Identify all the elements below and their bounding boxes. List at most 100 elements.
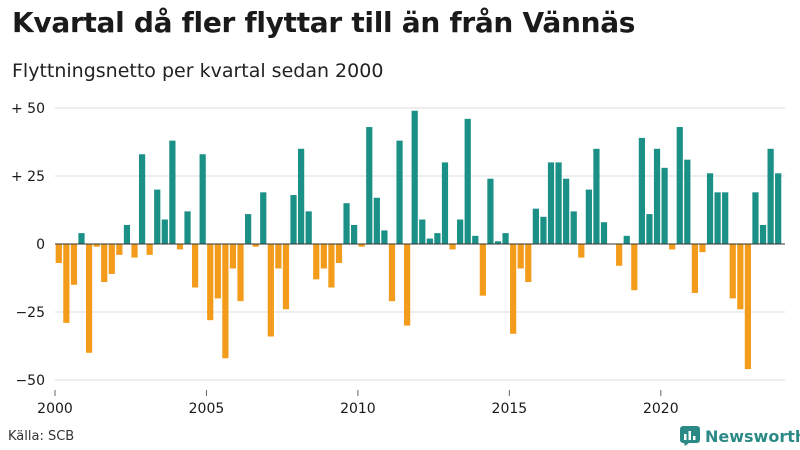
bar [494,241,502,244]
bar [343,203,350,244]
bar [578,244,585,258]
bar [191,244,199,288]
bar [419,219,426,244]
bar [706,173,714,244]
bar [328,244,335,288]
x-tick-label: 2005 [189,401,225,417]
y-tick-label: −50 [15,373,45,389]
y-tick-label: −25 [15,305,45,321]
brand-logo: Newsworthy [680,426,800,446]
bar [759,224,767,244]
bar [752,192,759,244]
bar [737,244,744,310]
y-tick-label: + 50 [11,101,45,117]
bar [510,244,517,334]
x-tick-label: 2020 [643,401,679,417]
bar [585,189,592,244]
bar [123,224,131,244]
bar [699,244,706,253]
bar [767,148,774,244]
bar [669,244,676,250]
bar [547,162,555,244]
bar [616,244,623,266]
bar [479,244,486,296]
bar [714,192,721,244]
brand-name: Newsworthy [705,426,800,446]
bar [85,244,93,353]
bar [290,195,297,244]
bar [252,244,259,247]
bar [116,244,123,255]
bar [532,208,539,244]
bar [744,244,751,370]
bar [775,173,782,244]
bar [101,244,108,283]
bar [449,244,456,250]
bar [63,244,70,323]
bar [176,244,184,250]
bar [638,137,645,244]
bar [517,244,524,269]
bar [373,197,380,244]
bar [222,244,229,359]
chart-subtitle: Flyttningsnetto per kvartal sedan 2000 [12,60,384,82]
bar [169,140,176,244]
bar [366,127,373,244]
bar [282,244,290,310]
bar [426,238,433,244]
bar [335,244,343,264]
bar [381,230,388,244]
bar [70,244,78,285]
bar [464,118,471,244]
bar [563,178,570,244]
bar [631,244,638,291]
bar [207,244,214,321]
bar [404,244,411,326]
bar [138,154,146,244]
bar [472,235,479,244]
bar [154,189,161,244]
bar [260,192,267,244]
bar [570,211,577,244]
bar [441,162,449,244]
bar [691,244,698,293]
bar [358,244,365,247]
bar [237,244,244,302]
bar-chart-logo-icon [680,426,700,446]
bar [93,244,100,247]
bar [78,233,85,244]
bar [457,219,464,244]
bar [108,244,115,274]
bar [199,154,206,244]
bar [275,244,282,269]
bar [214,244,221,299]
bar [600,222,608,244]
bar [131,244,138,258]
bar [229,244,237,269]
bar [555,162,562,244]
bar [298,148,305,244]
bar [487,178,494,244]
x-tick-label: 2015 [492,401,528,417]
bar [313,244,320,280]
bar [676,127,683,244]
bar [646,214,653,244]
bar [245,214,252,244]
bar [184,211,191,244]
y-tick-label: + 25 [11,169,45,185]
bar [146,244,153,255]
bar [502,233,509,244]
bar [623,235,630,244]
bar [722,192,729,244]
bar [411,110,418,244]
chart-title: Kvartal då fler flyttar till än från Vän… [12,6,636,39]
bar [434,233,441,244]
bar [267,244,274,337]
source-note: Källa: SCB [8,429,75,444]
bar [388,244,396,302]
bar [161,219,168,244]
bar [593,148,600,244]
y-tick-label: 0 [36,237,45,253]
x-tick-label: 2010 [340,401,376,417]
